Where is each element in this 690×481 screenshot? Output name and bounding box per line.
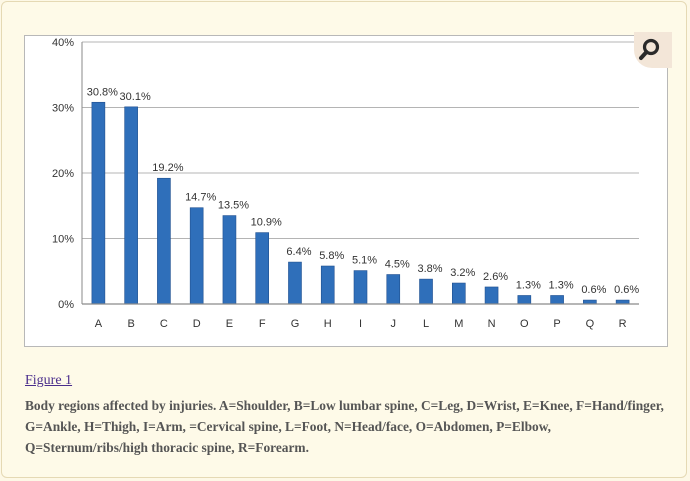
data-label: 4.5% [385, 259, 410, 271]
zoom-button[interactable] [634, 32, 672, 68]
figure-caption: Body regions affected by injuries. A=Sho… [25, 398, 664, 455]
bar [157, 177, 171, 305]
data-label: 13.5% [218, 200, 249, 212]
bar [288, 261, 302, 305]
bar [189, 207, 204, 305]
x-tick-label: L [423, 318, 429, 330]
bar [419, 278, 433, 305]
x-tick-label: D [193, 318, 201, 330]
y-tick-label: 40% [52, 37, 74, 49]
x-tick-label: E [226, 318, 233, 330]
x-tick-label: F [259, 318, 266, 330]
x-tick-label: J [391, 318, 397, 330]
data-label: 14.7% [185, 192, 216, 204]
data-label: 30.8% [87, 86, 118, 98]
data-label: 19.2% [152, 162, 183, 174]
y-tick-label: 20% [52, 168, 74, 180]
x-tick-label: H [324, 318, 332, 330]
chart-panel: 0% 10% 20% 30% 40% 30.8% A 30.1% B 19.2% C 14.7% D 13… [24, 35, 668, 347]
data-label: 1.3% [549, 279, 574, 291]
bar [550, 295, 564, 305]
x-tick-label: G [291, 318, 300, 330]
x-tick-label: B [127, 318, 134, 330]
data-label: 3.2% [450, 267, 475, 279]
bar [255, 232, 270, 305]
x-tick-label: R [619, 318, 627, 330]
data-label: 0.6% [581, 284, 606, 296]
bar [222, 215, 237, 305]
bar [320, 265, 335, 305]
y-tick-label: 0% [58, 299, 74, 311]
bar [517, 295, 532, 305]
data-label: 1.3% [516, 279, 541, 291]
magnifier-icon [639, 38, 660, 60]
bar [484, 286, 499, 305]
bar-chart: 0% 10% 20% 30% 40% 30.8% A 30.1% B 19.2% C 14.7% D 13… [52, 37, 639, 330]
data-label: 5.8% [319, 250, 344, 262]
bar [386, 274, 401, 305]
x-tick-label: A [95, 318, 103, 330]
bar [353, 270, 368, 305]
y-tick-label: 30% [52, 103, 74, 115]
bar [91, 101, 106, 305]
data-label: 3.8% [417, 263, 442, 275]
y-tick-label: 10% [52, 234, 74, 246]
x-tick-label: C [160, 318, 168, 330]
data-label: 0.6% [614, 284, 639, 296]
data-label: 5.1% [352, 255, 377, 267]
data-label: 30.1% [120, 91, 151, 103]
data-label: 10.9% [251, 217, 282, 229]
data-label: 6.4% [286, 246, 311, 258]
x-tick-label: I [359, 318, 362, 330]
x-tick-label: M [454, 318, 463, 330]
x-tick-label: O [520, 318, 529, 330]
x-tick-label: N [488, 318, 496, 330]
bar [451, 282, 466, 305]
x-tick-label: P [553, 318, 560, 330]
x-tick-label: Q [586, 318, 595, 330]
figure-link[interactable]: Figure 1 [25, 373, 73, 388]
bar [124, 106, 138, 305]
data-label: 2.6% [483, 271, 508, 283]
